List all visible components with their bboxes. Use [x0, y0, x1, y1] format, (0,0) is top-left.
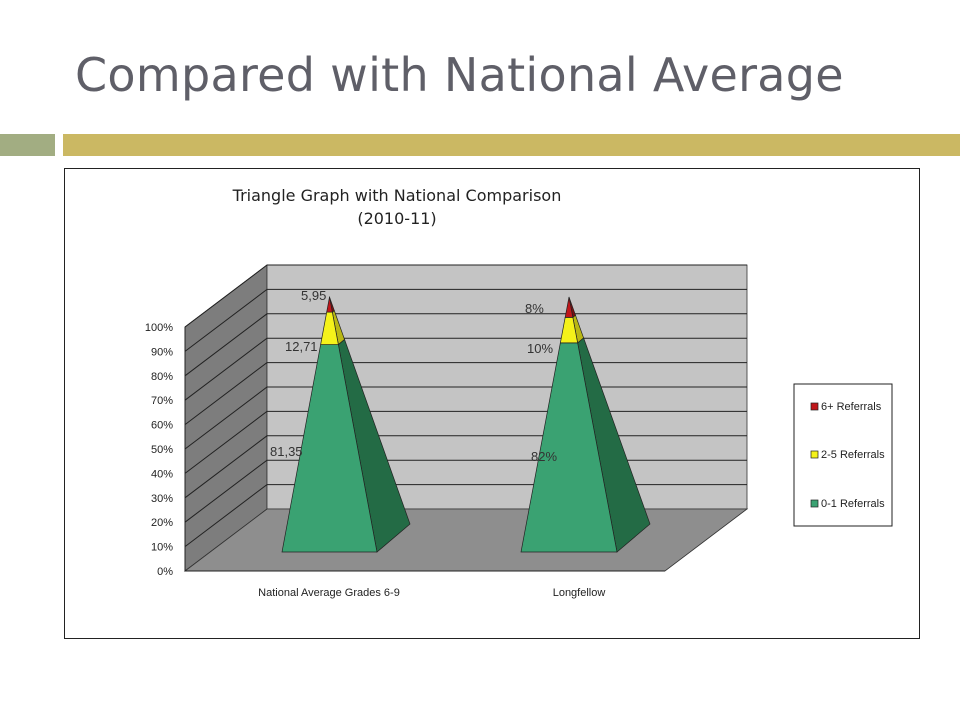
slide-title: Compared with National Average	[75, 48, 844, 102]
data-label: 8%	[525, 301, 544, 316]
accent-bar-left	[0, 134, 55, 156]
gridline	[184, 264, 747, 328]
gridline	[184, 288, 747, 352]
legend-label: 2-5 Referrals	[821, 449, 885, 461]
legend-box	[793, 383, 893, 527]
y-tick-label: 40%	[151, 468, 173, 480]
chart-title-line1: Triangle Graph with National Comparison	[232, 186, 562, 205]
data-label: 10%	[527, 341, 553, 356]
plot-area: 0% 10% 20% 30% 40% 50% 60% 70% 80% 90% 100% 81,35 12…	[145, 264, 749, 599]
chart-title-line2: (2010-11)	[357, 209, 436, 228]
x-category-label: Longfellow	[553, 587, 606, 599]
y-tick-label: 10%	[151, 542, 173, 554]
accent-bar-right	[63, 134, 960, 156]
legend-swatch	[810, 450, 819, 459]
y-tick-label: 100%	[145, 322, 173, 334]
legend-swatch	[810, 402, 819, 411]
x-category-label: National Average Grades 6-9	[258, 587, 400, 599]
y-tick-label: 0%	[157, 566, 173, 578]
data-label: 81,35	[270, 444, 303, 459]
pyramid-segment-1-2	[564, 296, 574, 318]
y-tick-label: 90%	[151, 346, 173, 358]
chart-frame: Triangle Graph with National Comparison …	[64, 168, 920, 639]
gridline	[184, 313, 747, 377]
legend-label: 0-1 Referrals	[821, 498, 885, 510]
y-tick-label: 70%	[151, 395, 173, 407]
chart-svg: Triangle Graph with National Comparison …	[145, 186, 893, 599]
legend-label: 6+ Referrals	[821, 401, 882, 413]
y-tick-label: 80%	[151, 371, 173, 383]
data-label: 12,71	[285, 339, 318, 354]
floor	[183, 508, 749, 572]
y-tick-label: 60%	[151, 420, 173, 432]
y-tick-label: 50%	[151, 444, 173, 456]
gridline	[184, 337, 747, 401]
legend-swatch	[810, 499, 819, 508]
y-tick-label: 30%	[151, 493, 173, 505]
pyramid-segment-0-2	[326, 296, 333, 313]
data-label: 5,95	[301, 288, 326, 303]
data-label: 82%	[531, 449, 557, 464]
y-tick-label: 20%	[151, 517, 173, 529]
legend: 6+ Referrals 2-5 Referrals 0-1 Referrals	[793, 383, 893, 527]
